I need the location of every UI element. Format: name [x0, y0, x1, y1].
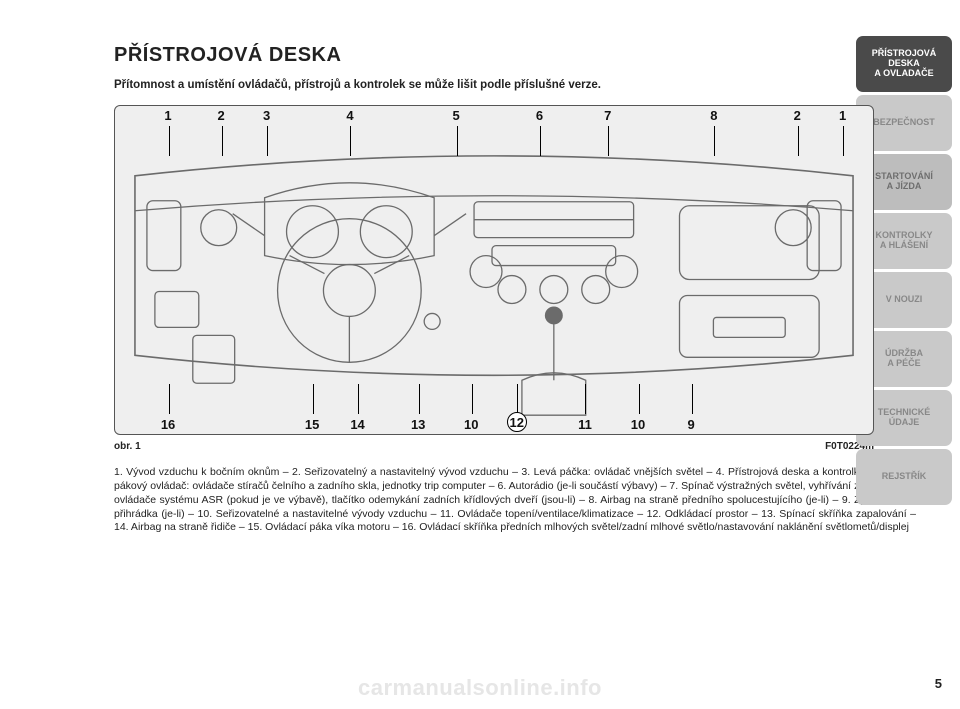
callout-number: 13: [411, 417, 425, 432]
callout: 9: [691, 410, 692, 430]
callout-leader: [350, 126, 351, 156]
callout-number: 16: [161, 417, 175, 432]
callout-leader: [419, 384, 420, 414]
manual-page: PŘÍSTROJOVÁ DESKA A OVLADAČE BEZPEČNOST …: [0, 0, 960, 709]
figure-caption-left: obr. 1: [114, 441, 141, 452]
callout: 10: [638, 410, 639, 430]
figure-caption: obr. 1 F0T0224m: [114, 441, 874, 452]
callout-number: 7: [604, 108, 611, 123]
callout: 2: [221, 110, 222, 130]
callout: 2: [797, 110, 798, 130]
top-callouts: 1 2 3 4 5 6 7 8 2 1: [115, 110, 873, 130]
tab-index[interactable]: REJSTŘÍK: [856, 449, 952, 505]
callout-leader: [457, 126, 458, 156]
callout: 15: [312, 410, 313, 430]
callout-number: 5: [452, 108, 459, 123]
page-title: PŘÍSTROJOVÁ DESKA: [114, 44, 916, 67]
callout: 11: [585, 410, 586, 430]
callout-number: 2: [217, 108, 224, 123]
callout: 1: [168, 110, 169, 130]
page-lead: Přítomnost a umístění ovládačů, přístroj…: [114, 79, 916, 91]
callout-leader: [608, 126, 609, 156]
figure-wrap: 1234567821 16151413101211109 obr. 1 F0T0…: [114, 105, 874, 452]
callout: 5: [456, 110, 457, 130]
page-number: 5: [935, 676, 942, 691]
callout-number: 6: [536, 108, 543, 123]
dashboard-svg: [115, 106, 873, 435]
callout-number: 14: [350, 417, 364, 432]
bottom-callouts: 16 15 14 13 10 12 11 10 9: [115, 410, 873, 430]
callout-leader: [313, 384, 314, 414]
callout-leader: [714, 126, 715, 156]
callout-number: 12: [507, 412, 527, 432]
callout-number: 9: [687, 417, 694, 432]
callout-leader: [540, 126, 541, 156]
callout-leader: [843, 126, 844, 156]
callout-leader: [222, 126, 223, 156]
callout: 8: [714, 110, 715, 130]
legend-text: 1. Vývod vzduchu k bočním oknům – 2. Seř…: [114, 466, 916, 535]
callout-number: 1: [839, 108, 846, 123]
watermark: carmanualsonline.info: [358, 675, 602, 701]
callout: 6: [539, 110, 540, 130]
callout: 14: [358, 410, 359, 430]
callout: 3: [267, 110, 268, 130]
callout-number: 1: [164, 108, 171, 123]
callout-leader: [472, 384, 473, 414]
callout-leader: [169, 126, 170, 156]
callout-number: 15: [305, 417, 319, 432]
callout-leader: [169, 384, 170, 414]
callout: 12: [517, 410, 518, 430]
callout: 4: [350, 110, 351, 130]
tab-dashboard[interactable]: PŘÍSTROJOVÁ DESKA A OVLADAČE: [856, 36, 952, 92]
callout: 13: [418, 410, 419, 430]
callout-leader: [267, 126, 268, 156]
callout-number: 11: [578, 417, 592, 432]
callout-leader: [692, 384, 693, 414]
callout-leader: [358, 384, 359, 414]
callout-number: 10: [464, 417, 478, 432]
callout-leader: [639, 384, 640, 414]
callout-number: 10: [631, 417, 645, 432]
callout-number: 2: [794, 108, 801, 123]
callout-number: 4: [346, 108, 353, 123]
callout: 7: [608, 110, 609, 130]
callout-leader: [517, 384, 518, 414]
callout: 10: [471, 410, 472, 430]
dashboard-figure: 1234567821 16151413101211109: [114, 105, 874, 435]
callout: 1: [843, 110, 844, 130]
callout-number: 8: [710, 108, 717, 123]
callout: 16: [168, 410, 169, 430]
callout-number: 3: [263, 108, 270, 123]
callout-leader: [798, 126, 799, 156]
callout-leader: [585, 384, 586, 414]
